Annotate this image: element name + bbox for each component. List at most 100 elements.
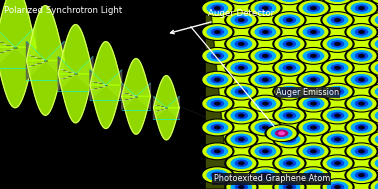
Circle shape xyxy=(311,7,316,9)
Circle shape xyxy=(259,101,271,107)
Circle shape xyxy=(239,138,244,141)
Polygon shape xyxy=(26,41,45,80)
Circle shape xyxy=(201,0,234,16)
Circle shape xyxy=(351,170,372,180)
Circle shape xyxy=(369,131,378,148)
Circle shape xyxy=(207,75,228,85)
Circle shape xyxy=(371,132,378,147)
Circle shape xyxy=(375,134,378,144)
Circle shape xyxy=(345,24,378,40)
Circle shape xyxy=(203,73,232,87)
Circle shape xyxy=(287,19,292,21)
Circle shape xyxy=(369,0,378,5)
Circle shape xyxy=(279,158,300,168)
Circle shape xyxy=(287,138,292,141)
Circle shape xyxy=(287,67,292,69)
Circle shape xyxy=(299,73,328,87)
Circle shape xyxy=(345,119,378,136)
Circle shape xyxy=(303,98,324,109)
Circle shape xyxy=(297,0,330,16)
Circle shape xyxy=(201,143,234,160)
Polygon shape xyxy=(136,83,150,110)
Circle shape xyxy=(345,95,378,112)
Circle shape xyxy=(321,83,354,100)
Circle shape xyxy=(215,126,220,129)
Circle shape xyxy=(273,36,306,52)
Circle shape xyxy=(371,13,378,27)
Circle shape xyxy=(345,71,378,88)
Circle shape xyxy=(201,119,234,136)
Circle shape xyxy=(235,41,248,47)
Circle shape xyxy=(335,43,340,45)
Circle shape xyxy=(359,31,364,33)
Circle shape xyxy=(297,143,330,160)
Circle shape xyxy=(255,122,276,132)
Circle shape xyxy=(279,132,284,135)
Circle shape xyxy=(375,158,378,168)
Circle shape xyxy=(323,0,352,3)
Circle shape xyxy=(359,174,364,177)
Circle shape xyxy=(347,144,376,159)
Circle shape xyxy=(249,24,282,40)
Circle shape xyxy=(307,53,319,59)
Circle shape xyxy=(321,36,354,52)
Circle shape xyxy=(327,39,348,49)
Circle shape xyxy=(369,83,378,100)
Circle shape xyxy=(332,112,344,119)
Circle shape xyxy=(231,0,252,1)
Circle shape xyxy=(251,144,280,159)
Circle shape xyxy=(249,167,282,184)
Circle shape xyxy=(335,138,340,141)
Text: Auger Detector: Auger Detector xyxy=(170,9,274,34)
Circle shape xyxy=(303,27,324,37)
Circle shape xyxy=(231,63,252,73)
Circle shape xyxy=(235,160,248,166)
Polygon shape xyxy=(58,74,93,123)
Circle shape xyxy=(323,61,352,75)
Circle shape xyxy=(279,134,300,144)
Circle shape xyxy=(203,120,232,135)
Circle shape xyxy=(225,107,258,124)
Circle shape xyxy=(347,73,376,87)
Circle shape xyxy=(321,179,354,189)
Circle shape xyxy=(211,101,223,107)
Circle shape xyxy=(249,143,282,160)
Circle shape xyxy=(327,182,348,189)
Circle shape xyxy=(371,61,378,75)
Circle shape xyxy=(239,162,244,165)
Circle shape xyxy=(259,77,271,83)
Circle shape xyxy=(351,98,372,109)
Circle shape xyxy=(279,182,300,189)
Circle shape xyxy=(231,110,252,121)
Circle shape xyxy=(227,61,256,75)
Circle shape xyxy=(307,29,319,35)
Circle shape xyxy=(273,179,306,189)
Circle shape xyxy=(375,182,378,189)
Circle shape xyxy=(335,162,340,165)
Circle shape xyxy=(284,112,296,119)
Circle shape xyxy=(303,3,324,13)
Circle shape xyxy=(284,136,296,143)
Circle shape xyxy=(332,89,344,95)
Circle shape xyxy=(311,174,316,177)
Circle shape xyxy=(255,170,276,180)
Circle shape xyxy=(303,75,324,85)
Circle shape xyxy=(227,84,256,99)
Circle shape xyxy=(249,0,282,16)
Polygon shape xyxy=(90,42,122,85)
Circle shape xyxy=(215,78,220,81)
Circle shape xyxy=(259,124,271,130)
Text: Photoexited Graphene Atom: Photoexited Graphene Atom xyxy=(214,174,330,183)
Circle shape xyxy=(227,0,256,3)
Circle shape xyxy=(307,148,319,154)
Circle shape xyxy=(225,60,258,76)
Circle shape xyxy=(303,170,324,180)
Circle shape xyxy=(345,48,378,64)
Circle shape xyxy=(235,136,248,143)
Polygon shape xyxy=(122,83,136,110)
Circle shape xyxy=(359,78,364,81)
Circle shape xyxy=(201,48,234,64)
Circle shape xyxy=(369,60,378,76)
Circle shape xyxy=(375,110,378,121)
Circle shape xyxy=(359,102,364,105)
